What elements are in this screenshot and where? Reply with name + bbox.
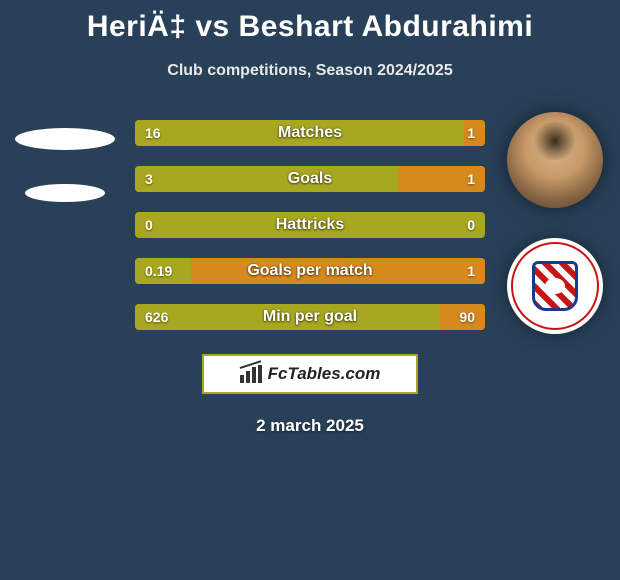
- stat-bar-label: Hattricks: [135, 216, 485, 234]
- stat-bar-right-value: 1: [467, 125, 475, 141]
- left-player-avatar-placeholder: [15, 128, 115, 150]
- stat-bar-label: Goals per match: [135, 262, 485, 280]
- comparison-title: HeriÄ‡ vs Beshart Abdurahimi: [0, 0, 620, 44]
- left-player-column: [10, 120, 120, 202]
- right-player-avatar: [507, 112, 603, 208]
- stat-bar-right-value: 90: [459, 309, 475, 325]
- brand-text: FcTables.com: [268, 364, 381, 384]
- stat-bar-row: 16Matches1: [135, 120, 485, 146]
- right-player-club-badge: [507, 238, 603, 334]
- stat-bar-right-value: 0: [467, 217, 475, 233]
- stat-bar-right-value: 1: [467, 263, 475, 279]
- stat-bar-row: 3Goals1: [135, 166, 485, 192]
- stat-bar-row: 626Min per goal90: [135, 304, 485, 330]
- stat-bar-label: Matches: [135, 124, 485, 142]
- stat-bar-right-value: 1: [467, 171, 475, 187]
- brand-attribution: FcTables.com: [202, 354, 418, 394]
- stat-bar-label: Goals: [135, 170, 485, 188]
- right-player-column: [500, 120, 610, 334]
- comparison-subtitle: Club competitions, Season 2024/2025: [0, 44, 620, 80]
- brand-chart-icon: [240, 365, 262, 383]
- stat-bar-row: 0Hattricks0: [135, 212, 485, 238]
- stat-bars: 16Matches1 3Goals1 0Hattricks0 0.19Goals pe…: [135, 120, 485, 330]
- main-area: 16Matches1 3Goals1 0Hattricks0 0.19Goals pe…: [0, 120, 620, 330]
- stat-bar-row: 0.19Goals per match1: [135, 258, 485, 284]
- date-line: 2 march 2025: [0, 416, 620, 436]
- comparison-card: HeriÄ‡ vs Beshart Abdurahimi Club compet…: [0, 0, 620, 580]
- stat-bar-label: Min per goal: [135, 308, 485, 326]
- left-player-club-placeholder: [25, 184, 105, 202]
